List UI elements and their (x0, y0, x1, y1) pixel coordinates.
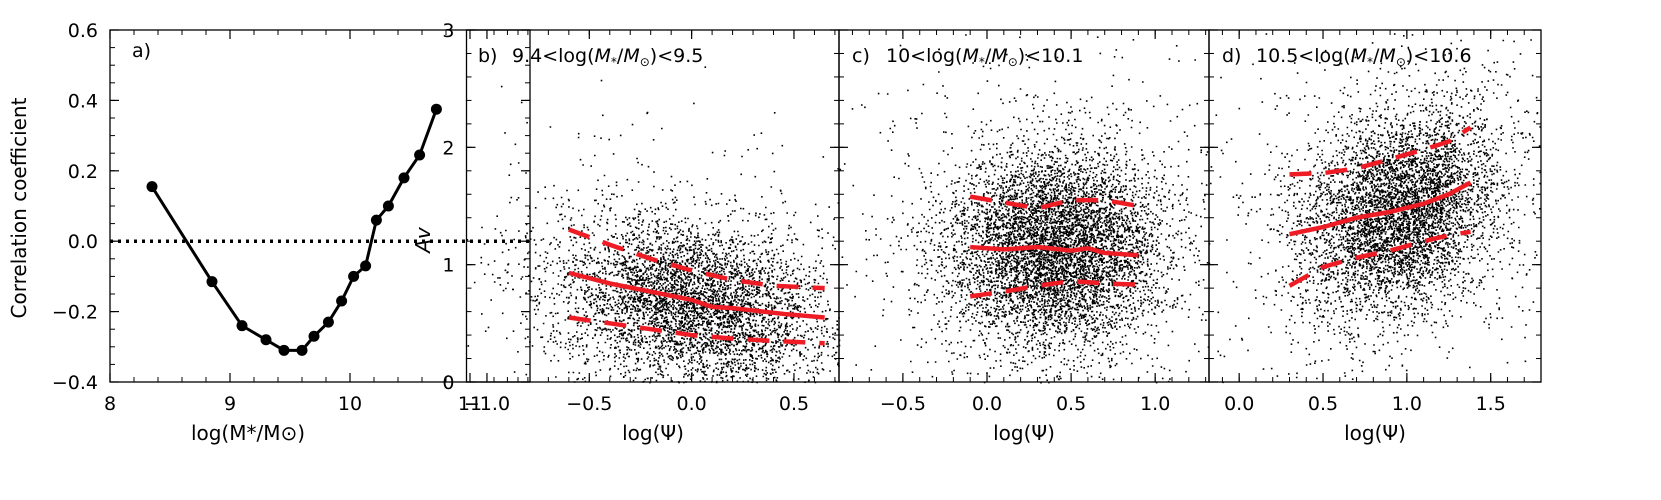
panel-d: 0.0 0.5 1.0 1.5 (1209, 29, 1542, 415)
x-tick-label: 1.0 (1140, 393, 1170, 415)
correlation-point (296, 344, 308, 356)
panel-c: −0.5 0.0 0.5 1.0 (839, 29, 1211, 415)
correlation-point (382, 200, 394, 212)
x-tick-label: −0.5 (880, 393, 926, 415)
scatter-points (839, 34, 1211, 384)
x-tick-label: 0.0 (1224, 393, 1254, 415)
panel-c-xlabel: log(Ψ) (993, 421, 1055, 445)
y-tick-label: −0.4 (52, 372, 98, 394)
correlation-point (308, 330, 320, 342)
panel-c-title-prefix: 10<log( (886, 45, 962, 67)
y-tick-label: 2 (442, 137, 454, 159)
scatter-points (466, 66, 841, 384)
correlation-point (260, 334, 272, 346)
x-tick-label: 11 (458, 393, 482, 415)
panel-d-label: d) (1222, 45, 1241, 67)
x-tick-label: 0.5 (779, 393, 809, 415)
correlation-point (206, 276, 218, 288)
lower-percentile-line (568, 315, 825, 346)
y-tick-label: 3 (442, 20, 454, 42)
correlation-point (360, 260, 372, 272)
panel-d-title: 10.5<log(M*/M⊙)<10.6 (1256, 45, 1472, 69)
panel-d-frame (1208, 29, 1542, 383)
upper-percentile-line (1289, 125, 1472, 177)
correlation-point (370, 214, 382, 226)
y-tick-label: 1 (442, 255, 454, 277)
correlation-line (150, 108, 438, 352)
panel-b-title-prefix: 9.4<log( (512, 45, 595, 67)
y-tick-label: 0.4 (68, 90, 98, 112)
y-tick-label: 0.6 (68, 20, 98, 42)
median-fit-line (568, 270, 825, 320)
x-tick-label: 8 (104, 393, 116, 415)
correlation-point (414, 149, 426, 161)
correlation-point (430, 103, 442, 115)
panel-d-title-suffix: )<10.6 (1406, 45, 1472, 67)
y-tick-label: 0.2 (68, 161, 98, 183)
upper-percentile-line (969, 194, 1139, 211)
panel-d-title-prefix: 10.5<log( (1256, 45, 1351, 67)
correlation-point (146, 181, 158, 193)
correlation-point (278, 344, 290, 356)
panel-b-xlabel: log(Ψ) (622, 421, 684, 445)
panel-b: −1.0 −0.5 0.0 0.5 0 1 2 3 (442, 20, 841, 415)
median-fit-line (970, 244, 1139, 258)
x-tick-label: 0.0 (972, 393, 1002, 415)
panel-c-label: c) (852, 45, 870, 67)
correlation-point (398, 172, 410, 184)
y-tick-label: 0 (442, 372, 454, 394)
median-fit-line (1289, 180, 1472, 237)
x-tick-label: −0.5 (566, 393, 612, 415)
panel-c-title-suffix: )<10.1 (1018, 45, 1084, 67)
correlation-point (348, 270, 360, 282)
panel-a: 8 9 10 11−0.4−0.20.00.20.40.6 (52, 20, 530, 415)
y-tick-label: 0.0 (68, 231, 98, 253)
panel-a-xlabel: log(M*/M⊙) (191, 421, 305, 445)
panel-b-title-suffix: )<9.5 (650, 45, 704, 67)
scatter-points (1210, 33, 1541, 384)
x-tick-label: 9 (224, 393, 236, 415)
panel-a-label: a) (132, 40, 151, 62)
panel-c-title: 10<log(M*/M⊙)<10.1 (886, 45, 1083, 69)
x-tick-label: 1.5 (1476, 393, 1506, 415)
correlation-point (322, 316, 334, 328)
x-tick-label: 0.5 (1308, 393, 1338, 415)
panel-b-label: b) (478, 45, 497, 67)
x-tick-label: −1.0 (464, 393, 510, 415)
correlation-point (336, 295, 348, 307)
x-tick-label: 0.0 (677, 393, 707, 415)
x-tick-label: 1.0 (1392, 393, 1422, 415)
panel-b-title: 9.4<log(M*/M⊙)<9.5 (512, 45, 703, 69)
correlation-point (236, 320, 248, 332)
y-tick-label: −0.2 (52, 302, 98, 324)
x-tick-label: 10 (338, 393, 362, 415)
upper-percentile-line (568, 227, 825, 291)
panel-b-ylabel: Av (411, 226, 435, 255)
panel-d-xlabel: log(Ψ) (1344, 421, 1406, 445)
lower-percentile-line (1288, 229, 1471, 288)
lower-percentile-line (969, 278, 1139, 299)
panel-a-ylabel: Correlation coefficient (7, 97, 31, 318)
x-tick-label: 0.5 (1056, 393, 1086, 415)
